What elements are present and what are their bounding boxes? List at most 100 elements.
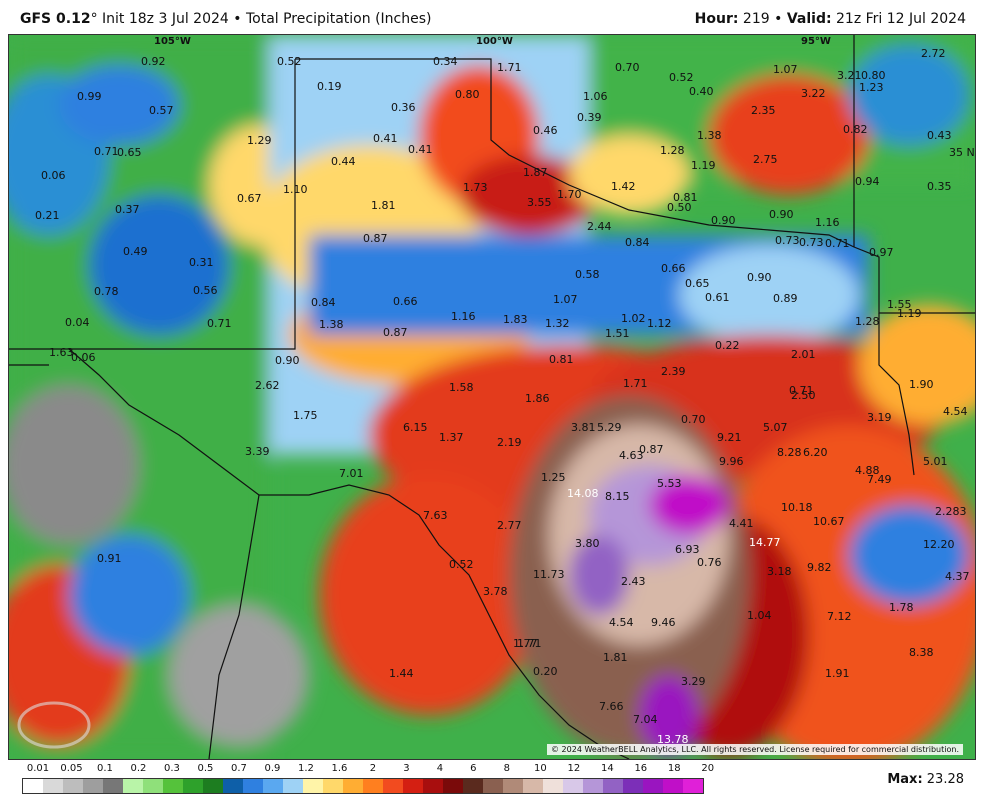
value-label: 8.38 <box>909 646 934 659</box>
value-label: 3.29 <box>681 675 706 688</box>
value-label: 0.71 <box>789 384 814 397</box>
value-label: 9.82 <box>807 561 832 574</box>
value-label: 1.55 <box>887 298 912 311</box>
value-label: 0.76 <box>697 556 722 569</box>
value-label: 0.71 <box>825 237 850 250</box>
value-label: 0.65 <box>117 146 142 159</box>
value-label: 0.43 <box>927 129 952 142</box>
legend-swatch <box>143 779 163 793</box>
value-label: 0.67 <box>237 192 262 205</box>
value-label: 0.06 <box>71 351 96 364</box>
value-label: 0.44 <box>331 155 356 168</box>
legend-swatch <box>523 779 543 793</box>
value-label: 35 N <box>949 146 975 159</box>
value-label: 0.06 <box>41 169 66 182</box>
value-label: 1.32 <box>545 317 570 330</box>
value-label: 1.78 <box>889 601 914 614</box>
value-label: 2.283 <box>935 505 967 518</box>
value-label: 0.70 <box>681 413 706 426</box>
legend-ticks: 0.01 0.05 0.1 0.2 0.3 0.5 0.7 0.9 1.2 1.6 2 3 4 6 8 10 1… <box>22 763 714 777</box>
precipitation-map[interactable]: 105°W 100°W 95°W 0.92 0.52 0.34 1.71 0.70 1.0… <box>8 34 976 760</box>
value-label: 0.94 <box>855 175 880 188</box>
legend-swatch <box>383 779 403 793</box>
max-value: Max: 23.28 <box>887 772 964 787</box>
value-label: 0.84 <box>311 296 336 309</box>
value-label: 0.52 <box>449 558 474 571</box>
value-label: 9.46 <box>651 616 676 629</box>
value-label: 0.90 <box>275 354 300 367</box>
value-label: 3.21 <box>837 69 862 82</box>
header-bar: GFS 0.12° Init 18z 3 Jul 2024 • Total Pr… <box>0 0 984 34</box>
value-label: 1.63 <box>49 346 74 359</box>
value-label: 2.19 <box>497 436 522 449</box>
value-label: 1.37 <box>439 431 464 444</box>
value-label: 0.91 <box>97 552 122 565</box>
value-label: 1.19 <box>691 159 716 172</box>
value-label: 6.15 <box>403 421 428 434</box>
bullet-sep-2: • <box>774 11 783 27</box>
value-label: 0.78 <box>94 285 119 298</box>
legend-tick: 14 <box>600 763 614 774</box>
value-label: 1.28 <box>855 315 880 328</box>
value-label: 7.63 <box>423 509 448 522</box>
value-label: 1.04 <box>747 609 772 622</box>
value-label: 7.04 <box>633 713 658 726</box>
legend-tick: 4 <box>436 763 444 774</box>
value-label: 1.29 <box>247 134 272 147</box>
value-label: 1.71 <box>517 637 542 650</box>
copyright-notice: © 2024 WeatherBELL Analytics, LLC. All r… <box>547 744 963 755</box>
value-label: 2.35 <box>751 104 776 117</box>
value-label: 10.67 <box>813 515 845 528</box>
value-label: 1.02 <box>621 312 646 325</box>
legend-swatch <box>83 779 103 793</box>
value-label: 12.20 <box>923 538 955 551</box>
value-label: 11.73 <box>533 568 565 581</box>
value-label: 0.19 <box>317 80 342 93</box>
legend-swatch <box>483 779 503 793</box>
legend-swatch <box>163 779 183 793</box>
value-label: 0.52 <box>669 71 694 84</box>
value-label: 3.55 <box>527 196 552 209</box>
value-label: 0.22 <box>715 339 740 352</box>
value-label: 0.21 <box>35 209 60 222</box>
value-label: 0.37 <box>115 203 140 216</box>
value-label: 0.36 <box>391 101 416 114</box>
legend-swatch <box>203 779 223 793</box>
value-label: 0.99 <box>77 90 102 103</box>
legend-swatch <box>583 779 603 793</box>
value-label: 3.39 <box>245 445 270 458</box>
legend-swatch <box>343 779 363 793</box>
value-label: 7.49 <box>867 473 892 486</box>
legend-swatch <box>603 779 623 793</box>
value-label: 0.90 <box>711 214 736 227</box>
value-label: 7.01 <box>339 467 364 480</box>
legend-swatch <box>43 779 63 793</box>
legend-swatch <box>223 779 243 793</box>
value-label: 8.28 <box>777 446 802 459</box>
value-label: 2.75 <box>753 153 778 166</box>
value-label: 5.01 <box>923 455 948 468</box>
value-label: 2.72 <box>921 47 946 60</box>
value-label: 1.51 <box>605 327 630 340</box>
value-label: 0.41 <box>408 143 433 156</box>
value-label: 1.07 <box>773 63 798 76</box>
value-label: 0.66 <box>393 295 418 308</box>
value-label: 0.73 <box>775 234 800 247</box>
value-label: 1.77 <box>513 637 538 650</box>
value-label: 0.89 <box>773 292 798 305</box>
value-label: 4.88 <box>855 464 880 477</box>
legend-swatch <box>683 779 703 793</box>
legend-tick: 12 <box>567 763 581 774</box>
hour-label: Hour: <box>694 11 739 27</box>
legend-swatch <box>503 779 523 793</box>
lon-label-95: 95°W <box>801 36 831 47</box>
value-label: 3.18 <box>767 565 792 578</box>
legend-tick: 0.05 <box>60 763 83 774</box>
value-label: 4.63 <box>619 449 644 462</box>
value-label: 0.82 <box>843 123 868 136</box>
value-label: 1.42 <box>611 180 636 193</box>
value-label: 0.90 <box>747 271 772 284</box>
precip-field <box>9 35 975 759</box>
legend-swatch <box>663 779 683 793</box>
init-time: Init 18z 3 Jul 2024 <box>102 11 229 27</box>
